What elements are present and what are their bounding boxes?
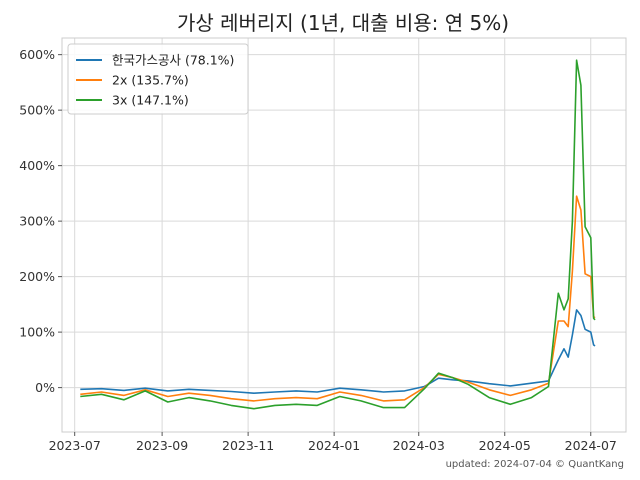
x-tick-label: 2024-05 — [479, 438, 531, 453]
x-tick-label: 2023-11 — [222, 438, 274, 453]
y-tick-label: 200% — [19, 269, 55, 284]
y-tick-label: 600% — [19, 47, 55, 62]
legend-label: 한국가스공사 (78.1%) — [112, 53, 234, 68]
legend-box — [67, 43, 249, 115]
x-tick-label: 2024-07 — [565, 438, 617, 453]
x-axis-ticks: 2023-07 2023-09 2023-11 2024-01 2024-03 2024-… — [49, 432, 617, 453]
y-tick-label: 400% — [19, 158, 55, 173]
y-axis-ticks: 0% 100% 200% 300% 400% 500% 600% — [19, 47, 62, 395]
series-line-3 — [80, 59, 596, 410]
series-line-1 — [80, 309, 596, 394]
y-tick-label: 500% — [19, 103, 55, 118]
series-line-2 — [80, 195, 596, 402]
series-lines — [80, 59, 596, 410]
y-tick-label: 300% — [19, 214, 55, 229]
legend-label: 2x (135.7%) — [112, 73, 189, 88]
x-tick-label: 2023-07 — [49, 438, 101, 453]
x-tick-label: 2023-09 — [136, 438, 188, 453]
x-tick-label: 2024-03 — [393, 438, 445, 453]
y-tick-label: 100% — [19, 325, 55, 340]
y-tick-label: 0% — [35, 380, 55, 395]
x-tick-label: 2024-01 — [308, 438, 360, 453]
legend: 한국가스공사 (78.1%) 2x (135.7%) 3x (147.1%) — [67, 43, 249, 115]
legend-label: 3x (147.1%) — [112, 93, 189, 108]
footnote: updated: 2024-07-04 © QuantKang — [446, 459, 624, 470]
plot-frame — [61, 37, 627, 433]
chart-title: 가상 레버리지 (1년, 대출 비용: 연 5%) — [177, 11, 509, 35]
